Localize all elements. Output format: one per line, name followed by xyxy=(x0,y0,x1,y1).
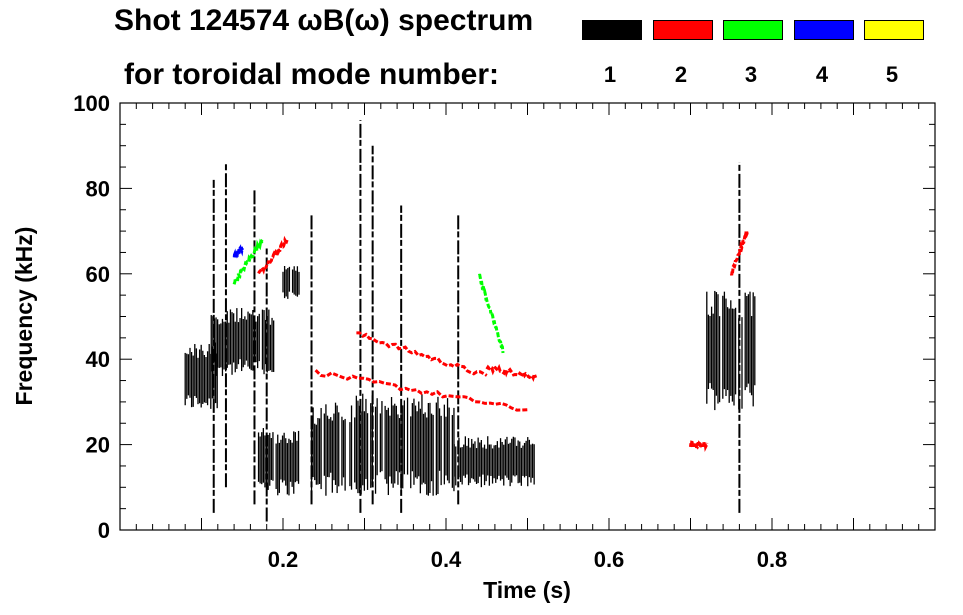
x-tick-label: 0.6 xyxy=(594,547,625,572)
series-mode-4 xyxy=(232,243,244,259)
legend-label-mode-3: 3 xyxy=(744,62,758,87)
mode-2-track-1 xyxy=(356,331,488,377)
y-tick-label: 60 xyxy=(86,262,110,287)
mode-1-region-5 xyxy=(355,393,455,496)
x-axis-title: Time (s) xyxy=(483,577,571,603)
mode-2-track-2 xyxy=(485,363,538,383)
y-axis-title: Frequency (kHz) xyxy=(11,227,37,406)
chart-title-line1: Shot 124574 ωB(ω) spectrum xyxy=(114,4,534,37)
legend-label-mode-2: 2 xyxy=(674,62,688,87)
x-tick-label: 0.2 xyxy=(268,547,299,572)
mode-2-track-0 xyxy=(257,235,289,275)
legend-swatch-mode-5 xyxy=(864,20,924,40)
legend-swatch-mode-4 xyxy=(794,20,854,40)
legend-label-mode-5: 5 xyxy=(885,62,899,87)
mode-1-region-4 xyxy=(310,402,356,496)
tick-layer xyxy=(120,102,935,531)
y-tick-label: 0 xyxy=(98,518,110,543)
mode-1-region-0 xyxy=(184,342,218,409)
chart-title-line2: for toroidal mode number: xyxy=(124,58,499,91)
y-tick-label: 40 xyxy=(86,347,110,372)
mode-4-track-0 xyxy=(232,243,244,259)
mode-1-region-7 xyxy=(706,290,756,411)
x-tick-label: 0.8 xyxy=(757,547,788,572)
mode-3-track-1 xyxy=(477,273,505,354)
mode-1-region-1 xyxy=(210,308,275,377)
data-layer xyxy=(184,120,756,522)
mode-2-track-5 xyxy=(729,230,749,276)
series-mode-1 xyxy=(184,120,756,522)
series-mode-2 xyxy=(257,230,749,452)
mode-2-track-3 xyxy=(314,369,528,412)
y-tick-label: 20 xyxy=(86,433,110,458)
legend-swatch-mode-1 xyxy=(582,20,642,40)
mode-1-region-3 xyxy=(282,265,300,299)
y-tick-label: 80 xyxy=(86,176,110,201)
legend-swatch-mode-3 xyxy=(723,20,783,40)
legend-label-mode-1: 1 xyxy=(603,62,617,87)
series-mode-3 xyxy=(232,238,505,354)
mode-2-track-4 xyxy=(689,438,709,452)
mode-1-region-6 xyxy=(453,436,535,488)
mode-3-track-0 xyxy=(232,238,264,285)
legend-swatch-mode-2 xyxy=(653,20,713,40)
legend-label-mode-4: 4 xyxy=(815,62,829,87)
x-tick-label: 0.4 xyxy=(431,547,462,572)
mode-1-region-2 xyxy=(257,428,300,496)
label-layer: 0.2 0.4 0.6 0.8 0 20 40 60 80 100 xyxy=(73,91,787,572)
y-tick-label: 100 xyxy=(73,91,110,116)
